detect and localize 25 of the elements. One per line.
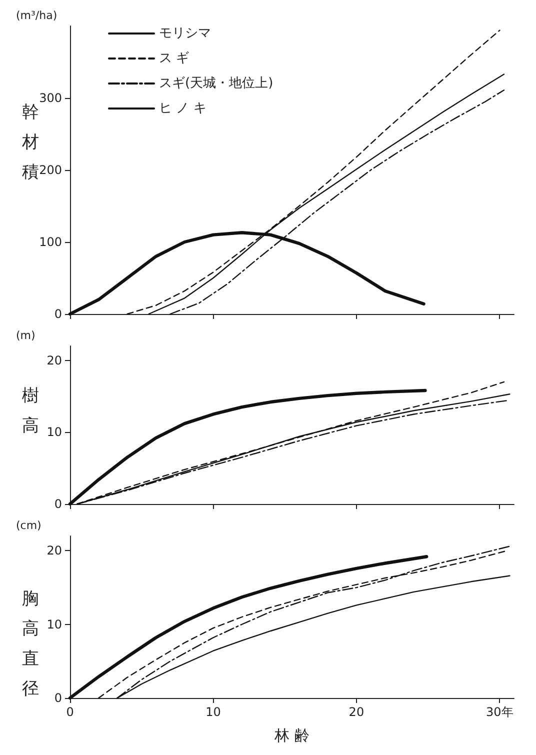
y-axis-title: 樹高 (22, 386, 39, 436)
y-tick-label: 0 (54, 497, 62, 511)
text: (cm) (16, 519, 42, 532)
legend-label: ヒ ノ キ (159, 101, 206, 116)
y-tick-label: 300 (39, 91, 62, 105)
y-tick-label: 200 (39, 163, 62, 177)
x-tick-label: 20 (348, 705, 364, 719)
legend-label: ス ギ (159, 51, 190, 66)
y-tick-label: 20 (46, 544, 62, 558)
y-axis-title: 胸高直径 (22, 588, 39, 699)
x-tick-label: 30年 (486, 705, 514, 719)
y-axis-title: 幹材積 (21, 102, 39, 183)
x-tick-label: 0 (66, 705, 74, 719)
y-tick-label: 10 (46, 617, 62, 632)
y-tick-label: 10 (46, 425, 62, 440)
y-tick-label: 0 (54, 691, 62, 705)
legend-label: モリシマ (159, 26, 211, 41)
text: (m³/ha) (16, 9, 58, 22)
legend-label: スギ(天城・地位上) (159, 76, 274, 91)
y-tick-label: 100 (39, 235, 62, 249)
y-tick-label: 0 (54, 307, 62, 321)
y-tick-label: 20 (46, 353, 62, 368)
x-axis-title: 林 齢 (274, 726, 310, 744)
x-tick-label: 10 (206, 705, 221, 719)
text: (m) (16, 329, 36, 342)
